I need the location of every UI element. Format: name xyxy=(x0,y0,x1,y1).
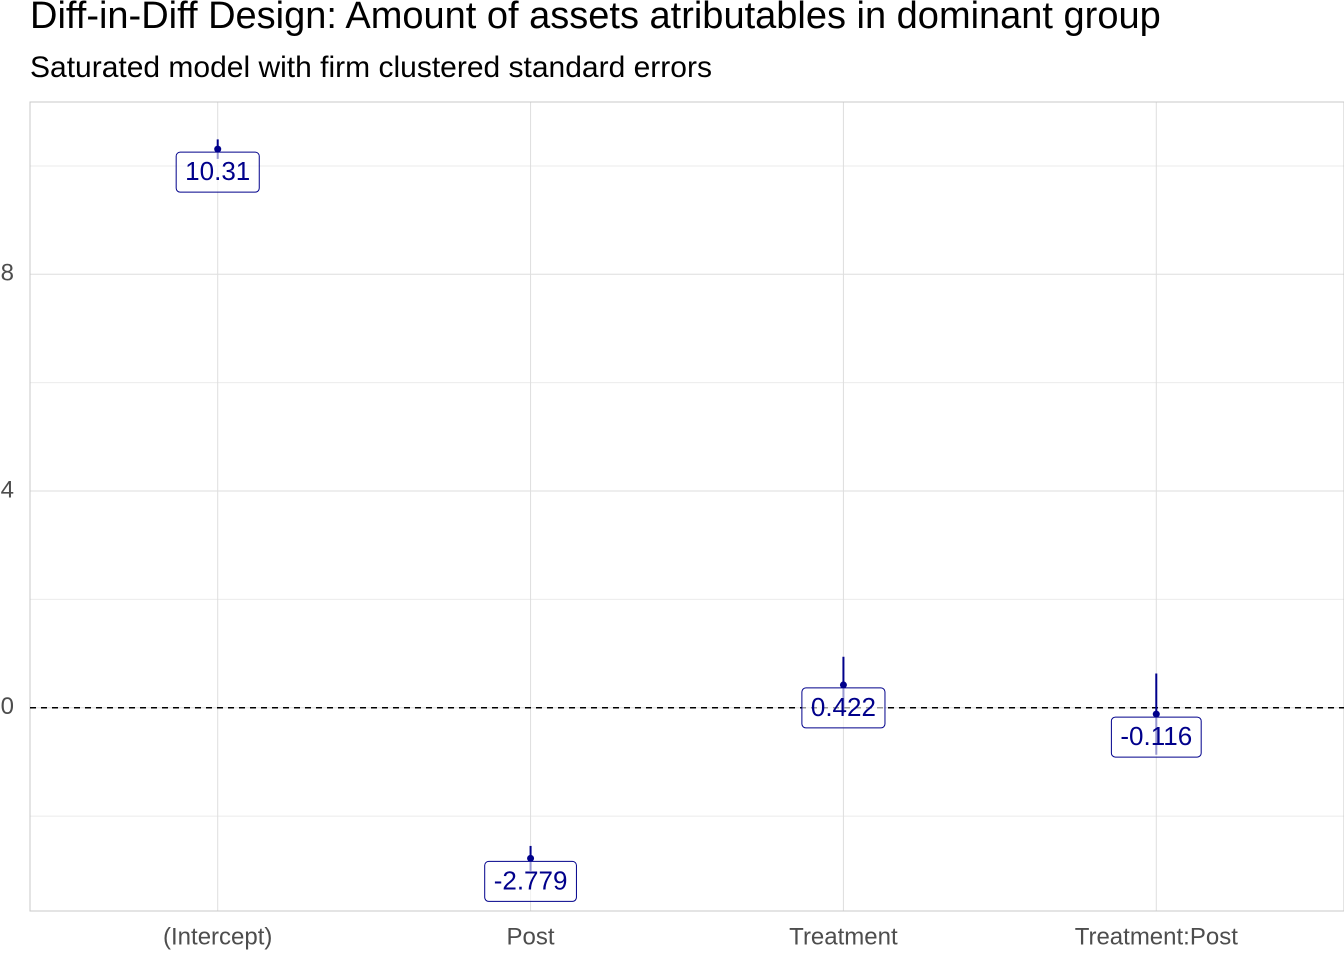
value-label: 10.31 xyxy=(185,156,250,186)
point xyxy=(214,145,222,153)
label-box xyxy=(175,151,260,193)
value-label: 0.422 xyxy=(811,692,876,722)
x-tick-label: Treatment:Post xyxy=(1075,923,1239,950)
point xyxy=(1152,710,1160,718)
x-tick-label: (Intercept) xyxy=(163,923,272,950)
label-box xyxy=(801,687,886,729)
point xyxy=(527,854,535,862)
y-tick-label: 0 xyxy=(1,693,14,720)
value-label: -2.779 xyxy=(494,865,568,895)
y-tick-label: 4 xyxy=(1,476,14,503)
label-box xyxy=(1110,716,1202,758)
y-tick-label: 8 xyxy=(1,260,14,287)
value-label: -0.116 xyxy=(1120,721,1192,751)
chart-subtitle: Saturated model with firm clustered stan… xyxy=(30,51,712,84)
point xyxy=(839,681,847,689)
chart-title: Diff-in-Diff Design: Amount of assets at… xyxy=(30,0,1161,37)
x-tick-label: Treatment xyxy=(789,923,898,950)
label-box xyxy=(484,860,577,902)
plot-border xyxy=(29,101,1344,912)
x-tick-label: Post xyxy=(507,923,555,950)
